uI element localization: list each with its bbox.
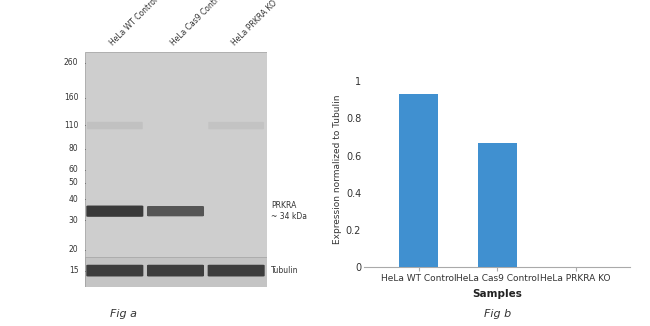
Bar: [478, 142, 517, 267]
FancyBboxPatch shape: [147, 206, 204, 216]
Text: HeLa PRKRA KO: HeLa PRKRA KO: [230, 0, 279, 48]
Y-axis label: Expression normalized to Tubulin: Expression normalized to Tubulin: [333, 95, 342, 244]
Text: 30: 30: [69, 215, 79, 225]
Text: 110: 110: [64, 121, 79, 130]
FancyBboxPatch shape: [87, 122, 143, 129]
FancyBboxPatch shape: [208, 122, 264, 129]
FancyBboxPatch shape: [86, 205, 144, 217]
Text: 40: 40: [69, 195, 79, 203]
FancyBboxPatch shape: [86, 265, 144, 276]
Text: Fig b: Fig b: [484, 309, 511, 319]
FancyBboxPatch shape: [207, 265, 265, 276]
Text: PRKRA
~ 34 kDa: PRKRA ~ 34 kDa: [271, 201, 307, 221]
Text: 60: 60: [69, 165, 79, 174]
Text: 80: 80: [69, 144, 79, 153]
Bar: [399, 94, 439, 267]
Text: 160: 160: [64, 94, 79, 102]
Bar: [84, 257, 266, 287]
Text: 15: 15: [69, 266, 79, 275]
X-axis label: Samples: Samples: [473, 289, 522, 299]
FancyBboxPatch shape: [147, 265, 204, 276]
Text: Fig a: Fig a: [110, 309, 137, 319]
Text: 50: 50: [69, 178, 79, 187]
Text: HeLa WT Control: HeLa WT Control: [109, 0, 160, 48]
Text: 20: 20: [69, 245, 79, 254]
Text: 260: 260: [64, 58, 79, 67]
Text: Tubulin: Tubulin: [271, 266, 299, 275]
Text: HeLa Cas9 Control: HeLa Cas9 Control: [169, 0, 226, 48]
